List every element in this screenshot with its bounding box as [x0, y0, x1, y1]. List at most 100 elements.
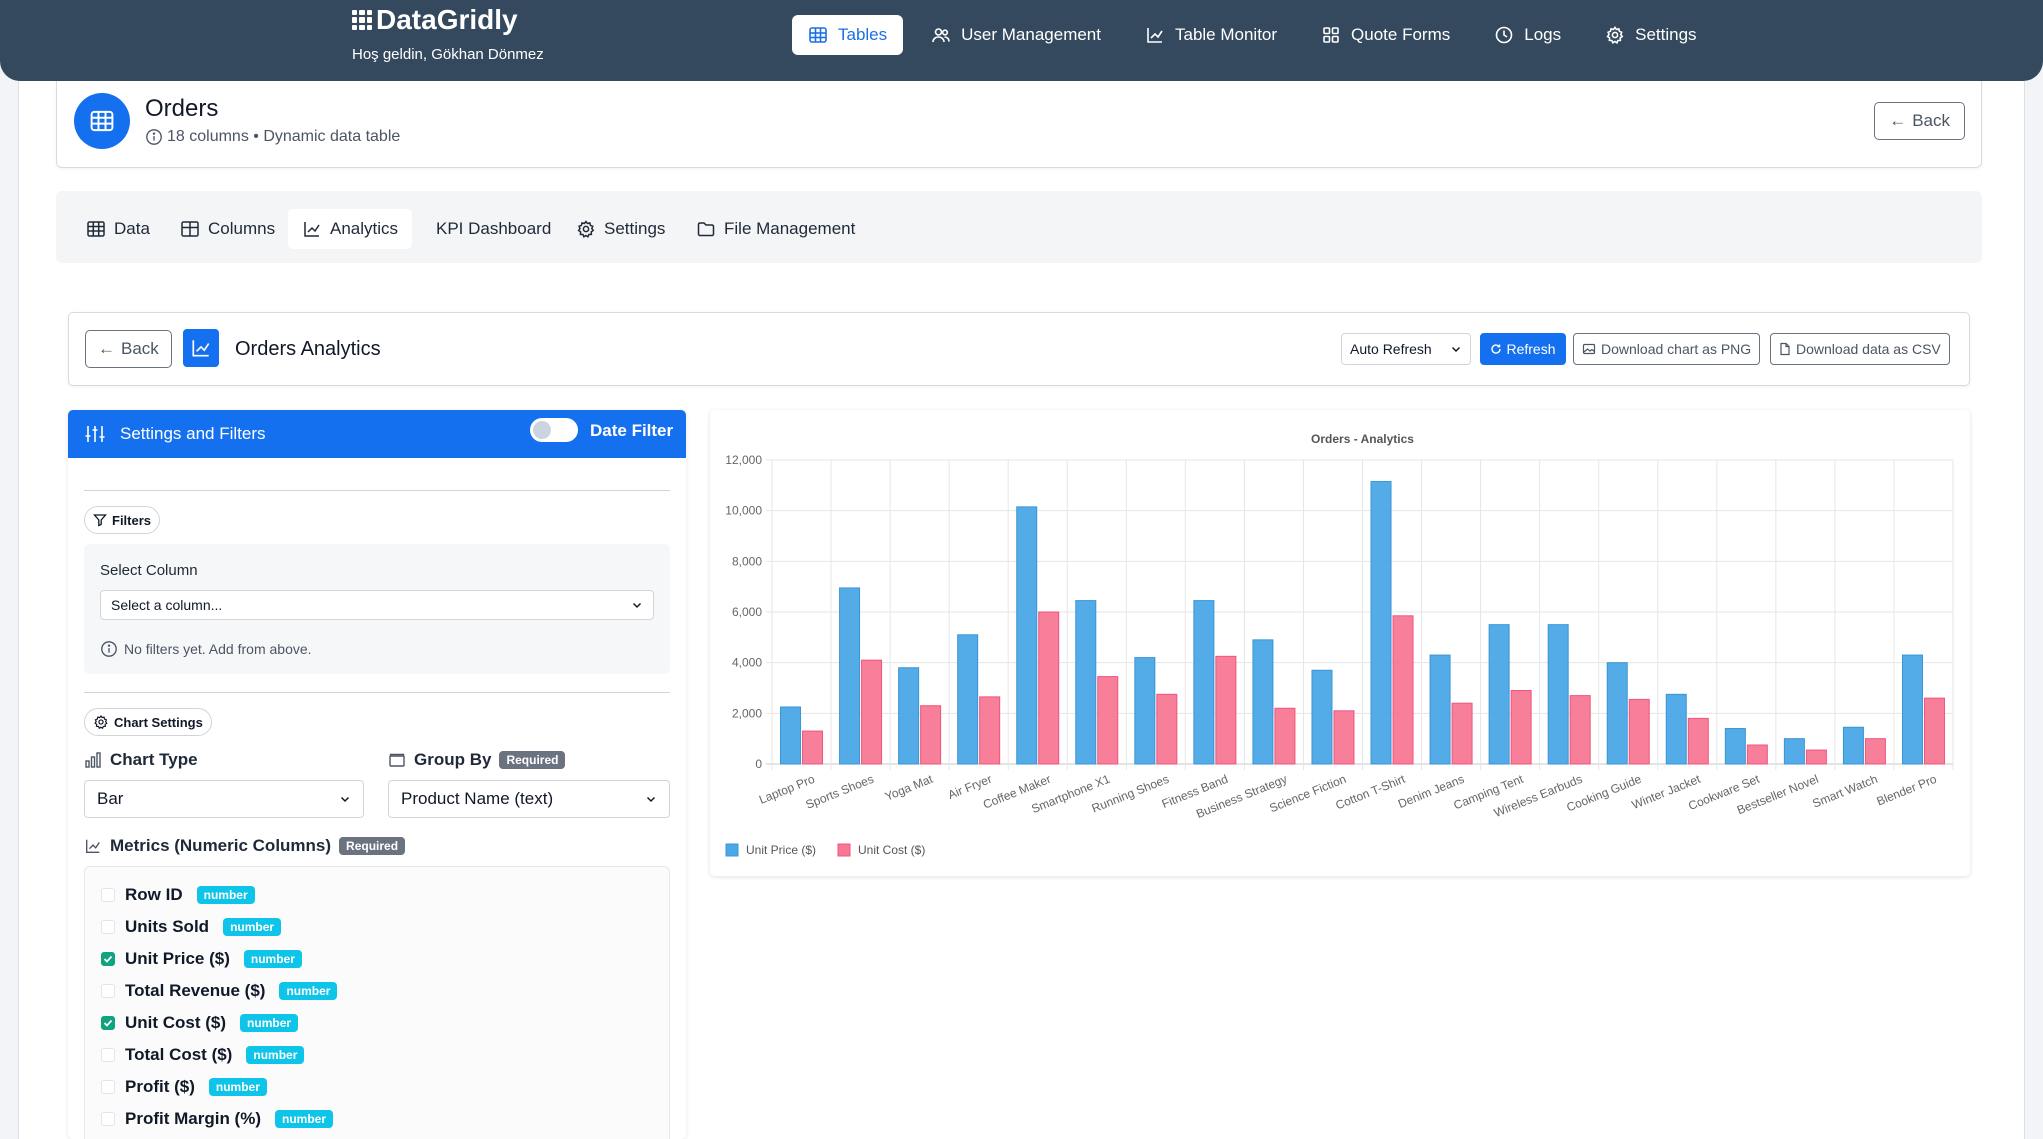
chart-line-icon: [1147, 28, 1163, 43]
nav-logs[interactable]: Logs: [1478, 15, 1577, 55]
check-icon: [103, 955, 113, 963]
x-tick-label: Blender Pro: [1875, 772, 1939, 809]
bar-unit-cost: [1628, 698, 1650, 765]
table-subtitle-text: 18 columns • Dynamic data table: [167, 128, 401, 145]
checkbox[interactable]: [101, 1112, 115, 1126]
metric-label: Profit Margin (%): [125, 1109, 261, 1128]
y-tick-label: 10,000: [725, 504, 762, 518]
checkbox[interactable]: [101, 888, 115, 902]
bar-unit-cost: [1864, 738, 1886, 765]
filters-pill: Filters: [84, 506, 161, 534]
tab-label: Columns: [208, 219, 276, 238]
checkbox[interactable]: [101, 1080, 115, 1094]
chart-type-select[interactable]: Bar: [84, 780, 364, 818]
nav-user-management[interactable]: User Management: [915, 15, 1117, 55]
tab-kpi-dashboard[interactable]: KPI Dashboard: [422, 209, 565, 249]
checkbox-checked[interactable]: [101, 1016, 115, 1030]
table-header-card: Orders 18 columns • Dynamic data table ←…: [56, 78, 1982, 168]
bar-unit-cost: [1156, 693, 1178, 765]
grid-logo-icon: [352, 10, 372, 30]
metrics-label: Metrics (Numeric Columns) Required: [84, 836, 406, 856]
metric-profit-margin[interactable]: Profit Margin (%) number: [101, 1109, 334, 1129]
back-button[interactable]: ← Back: [1874, 102, 1965, 140]
metric-total-cost[interactable]: Total Cost ($) number: [101, 1045, 305, 1065]
download-csv-button[interactable]: Download data as CSV: [1770, 333, 1950, 365]
refresh-button[interactable]: Refresh: [1480, 333, 1566, 365]
date-filter-toggle[interactable]: [530, 418, 578, 442]
nav-tables[interactable]: Tables: [792, 15, 904, 55]
tab-file-management[interactable]: File Management: [682, 209, 869, 249]
y-tick-label: 12,000: [725, 453, 762, 467]
bar-unit-price: [1311, 669, 1333, 765]
metric-label: Units Sold: [125, 917, 210, 936]
download-png-button[interactable]: Download chart as PNG: [1573, 333, 1761, 365]
bar-unit-price: [1724, 728, 1746, 765]
metric-unit-price[interactable]: Unit Price ($) number: [101, 949, 302, 969]
chevron-down-icon: [646, 796, 656, 803]
metric-label: Profit ($): [125, 1077, 195, 1096]
columns-icon: [181, 221, 199, 237]
analytics-header: ← Back Orders Analytics Auto Refresh Ref…: [68, 312, 1970, 386]
bar-unit-price: [1016, 506, 1038, 765]
analytics-back-button[interactable]: ← Back: [85, 330, 172, 368]
checkbox[interactable]: [101, 920, 115, 934]
chart-title: Orders - Analytics: [1311, 432, 1414, 446]
tab-columns[interactable]: Columns: [166, 209, 289, 249]
auto-refresh-select[interactable]: Auto Refresh: [1341, 333, 1471, 365]
nav-table-monitor[interactable]: Table Monitor: [1129, 15, 1293, 55]
x-tick-label: Sports Shoes: [804, 772, 876, 812]
checkbox[interactable]: [101, 1048, 115, 1062]
nav-label: User Management: [961, 25, 1101, 44]
type-badge: number: [208, 1078, 267, 1096]
clock-icon: [1495, 26, 1513, 44]
filter-icon: [93, 514, 107, 527]
metric-label: Row ID: [125, 885, 183, 904]
bar-chart[interactable]: Orders - Analytics 0 2,000 4,000 6,000 8,000 1…: [710, 410, 1970, 876]
x-tick-label: Smart Watch: [1810, 772, 1879, 811]
bar-unit-cost: [979, 696, 1001, 765]
no-filters-text: No filters yet. Add from above.: [124, 641, 312, 657]
grid-icon: [1323, 27, 1339, 43]
nav-label: Tables: [838, 25, 888, 44]
tab-data[interactable]: Data: [72, 209, 164, 249]
x-tick-label: Yoga Mat: [883, 772, 935, 804]
legend-swatch: [837, 843, 851, 857]
metric-label: Total Cost ($): [125, 1045, 233, 1064]
bar-unit-price: [1606, 662, 1628, 765]
bar-unit-cost: [1569, 695, 1591, 765]
bar-chart-icon: [85, 752, 101, 768]
download-csv-label: Download data as CSV: [1796, 341, 1941, 357]
chart-card: Orders - Analytics 0 2,000 4,000 6,000 8,000 1…: [710, 410, 1970, 876]
chart-type-label: Chart Type: [84, 750, 198, 770]
refresh-label: Refresh: [1506, 341, 1556, 357]
bar-unit-cost: [1333, 710, 1355, 765]
tab-analytics[interactable]: Analytics: [288, 209, 413, 249]
tab-settings[interactable]: Settings: [562, 209, 679, 249]
info-icon: [101, 641, 117, 657]
nav-settings[interactable]: Settings: [1589, 15, 1712, 55]
metric-profit[interactable]: Profit ($) number: [101, 1077, 267, 1097]
bar-unit-cost: [1274, 707, 1296, 765]
bar-unit-cost: [1038, 611, 1060, 765]
metric-total-revenue[interactable]: Total Revenue ($) number: [101, 981, 338, 1001]
bar-unit-price: [839, 587, 861, 765]
chevron-down-icon: [340, 796, 350, 803]
select-column-dropdown[interactable]: Select a column...: [100, 590, 654, 620]
file-icon: [1780, 342, 1790, 356]
metric-units-sold[interactable]: Units Sold number: [101, 917, 282, 937]
chevron-down-icon: [632, 602, 642, 609]
table-icon: [809, 27, 827, 43]
nav-quote-forms[interactable]: Quote Forms: [1305, 15, 1466, 55]
metric-row-id[interactable]: Row ID number: [101, 885, 255, 905]
refresh-icon: [1491, 344, 1502, 354]
group-by-select[interactable]: Product Name (text): [388, 780, 670, 818]
folder-icon: [389, 753, 405, 767]
bar-unit-price: [1901, 654, 1923, 765]
tab-label: Data: [114, 219, 150, 238]
metric-unit-cost[interactable]: Unit Cost ($) number: [101, 1013, 299, 1033]
checkbox[interactable]: [101, 984, 115, 998]
brand-logo[interactable]: DataGridly: [352, 4, 518, 36]
settings-panel: Settings and Filters Date Filter Filters…: [68, 410, 686, 1139]
checkbox-checked[interactable]: [101, 952, 115, 966]
chart-type-value: Bar: [97, 789, 124, 808]
